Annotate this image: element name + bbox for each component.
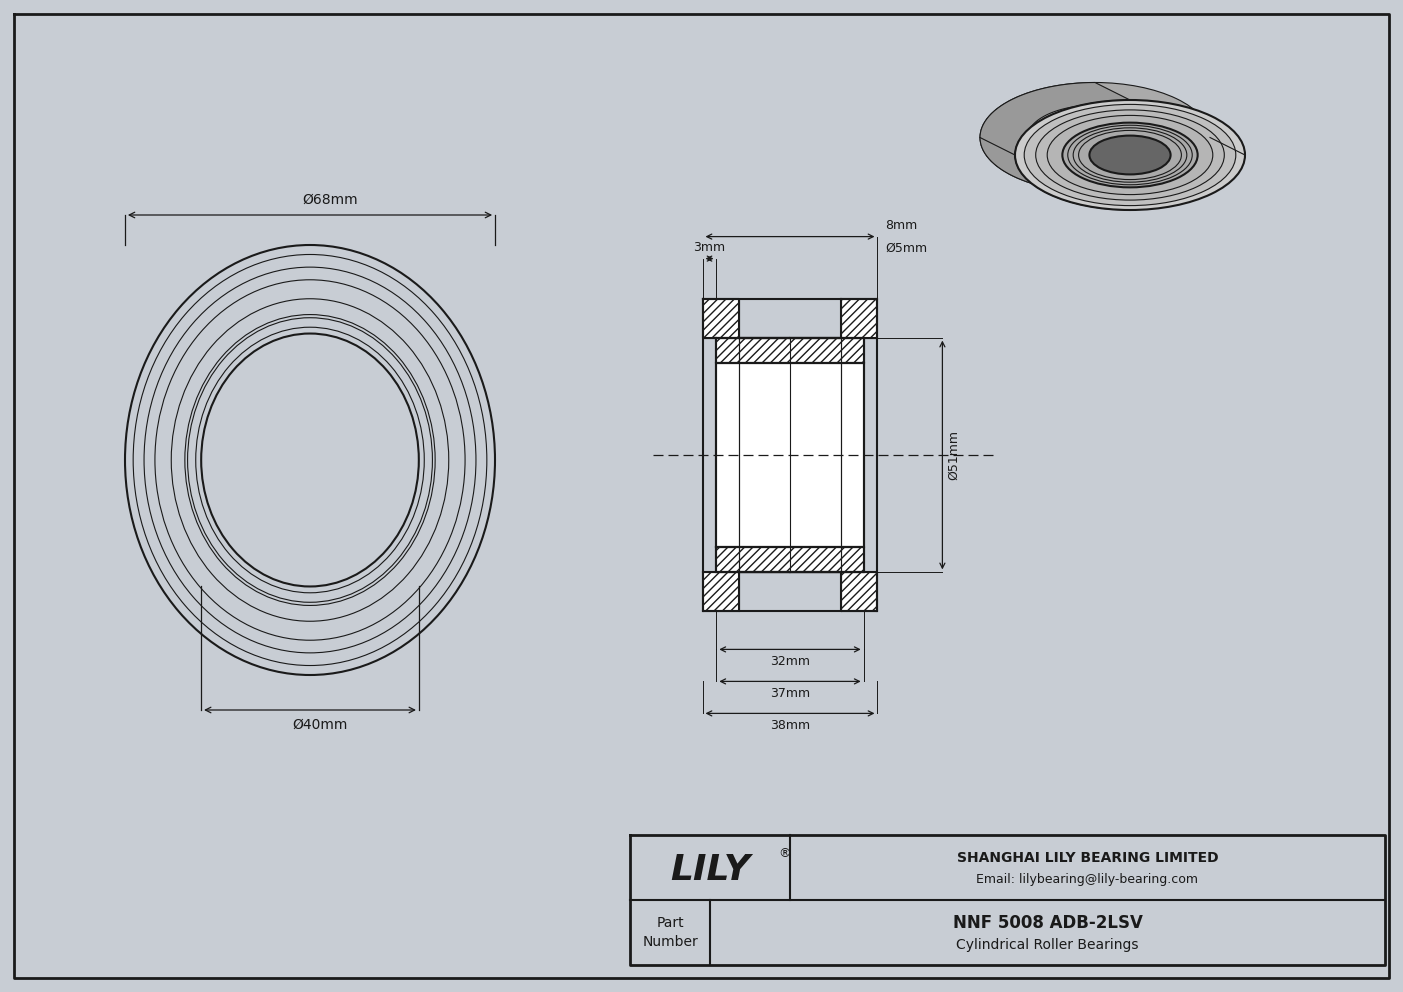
Polygon shape <box>981 82 1129 210</box>
Text: Email: lilybearing@lily-bearing.com: Email: lilybearing@lily-bearing.com <box>976 873 1198 886</box>
Polygon shape <box>703 572 739 611</box>
Text: Cylindrical Roller Bearings: Cylindrical Roller Bearings <box>957 937 1139 951</box>
Text: Ø68mm: Ø68mm <box>302 193 358 207</box>
Ellipse shape <box>1024 104 1236 205</box>
Polygon shape <box>717 547 864 572</box>
Ellipse shape <box>1035 110 1225 200</box>
Text: 3mm: 3mm <box>693 241 725 254</box>
Text: LILY: LILY <box>671 852 751 887</box>
Polygon shape <box>703 299 739 337</box>
Text: Ø5mm: Ø5mm <box>885 242 927 255</box>
Text: Ø40mm: Ø40mm <box>292 718 348 732</box>
Ellipse shape <box>1047 115 1212 194</box>
Text: 32mm: 32mm <box>770 656 810 669</box>
Text: 8mm: 8mm <box>885 218 918 231</box>
Ellipse shape <box>1089 136 1170 175</box>
Text: ®: ® <box>779 847 790 860</box>
Polygon shape <box>1027 105 1129 187</box>
Text: SHANGHAI LILY BEARING LIMITED: SHANGHAI LILY BEARING LIMITED <box>957 850 1218 864</box>
Text: Part
Number: Part Number <box>643 916 697 949</box>
Ellipse shape <box>1062 123 1198 187</box>
Polygon shape <box>717 363 864 547</box>
Text: 37mm: 37mm <box>770 687 810 700</box>
Ellipse shape <box>1014 100 1244 210</box>
Text: 38mm: 38mm <box>770 719 810 732</box>
Polygon shape <box>840 572 877 611</box>
Text: Ø51mm: Ø51mm <box>947 430 961 480</box>
Text: NNF 5008 ADB-2LSV: NNF 5008 ADB-2LSV <box>953 914 1142 931</box>
Ellipse shape <box>981 82 1209 192</box>
Polygon shape <box>717 337 864 363</box>
Polygon shape <box>840 299 877 337</box>
Ellipse shape <box>1061 121 1129 154</box>
Ellipse shape <box>1027 105 1163 170</box>
